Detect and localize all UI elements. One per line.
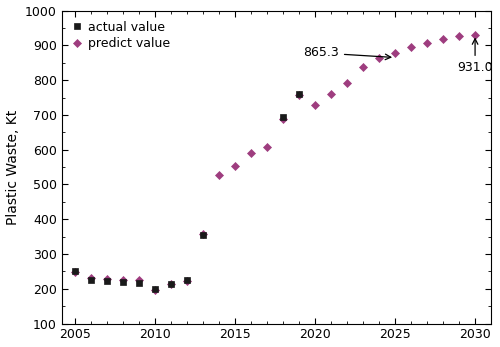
Legend: actual value, predict value: actual value, predict value	[68, 17, 174, 54]
predict value	[248, 151, 254, 155]
Line: predict value: predict value	[72, 32, 478, 293]
predict value	[344, 81, 350, 85]
Line: actual value: actual value	[72, 91, 302, 292]
predict value	[104, 277, 110, 281]
actual value	[200, 233, 206, 237]
predict value	[168, 282, 174, 286]
predict value	[72, 270, 78, 274]
predict value	[184, 279, 190, 283]
predict value	[232, 164, 238, 168]
predict value	[264, 145, 270, 149]
predict value	[152, 288, 158, 292]
predict value	[200, 232, 206, 236]
actual value	[104, 279, 110, 283]
actual value	[296, 92, 302, 96]
actual value	[88, 278, 94, 282]
actual value	[136, 281, 141, 285]
predict value	[376, 56, 382, 60]
predict value	[456, 34, 462, 38]
predict value	[408, 45, 414, 49]
Y-axis label: Plastic Waste, Kt: Plastic Waste, Kt	[6, 109, 20, 225]
actual value	[168, 281, 174, 286]
actual value	[280, 115, 286, 119]
predict value	[296, 93, 302, 98]
predict value	[280, 117, 286, 121]
predict value	[88, 276, 94, 280]
predict value	[136, 278, 141, 282]
predict value	[472, 33, 478, 37]
actual value	[184, 278, 190, 282]
predict value	[424, 41, 430, 45]
predict value	[120, 278, 126, 282]
predict value	[312, 103, 318, 107]
Text: 865.3: 865.3	[303, 46, 391, 60]
actual value	[120, 280, 126, 284]
predict value	[360, 65, 366, 69]
predict value	[440, 37, 446, 41]
predict value	[216, 173, 222, 177]
actual value	[72, 269, 78, 273]
predict value	[392, 51, 398, 55]
predict value	[328, 92, 334, 96]
actual value	[152, 287, 158, 291]
Text: 931.0: 931.0	[458, 39, 493, 74]
